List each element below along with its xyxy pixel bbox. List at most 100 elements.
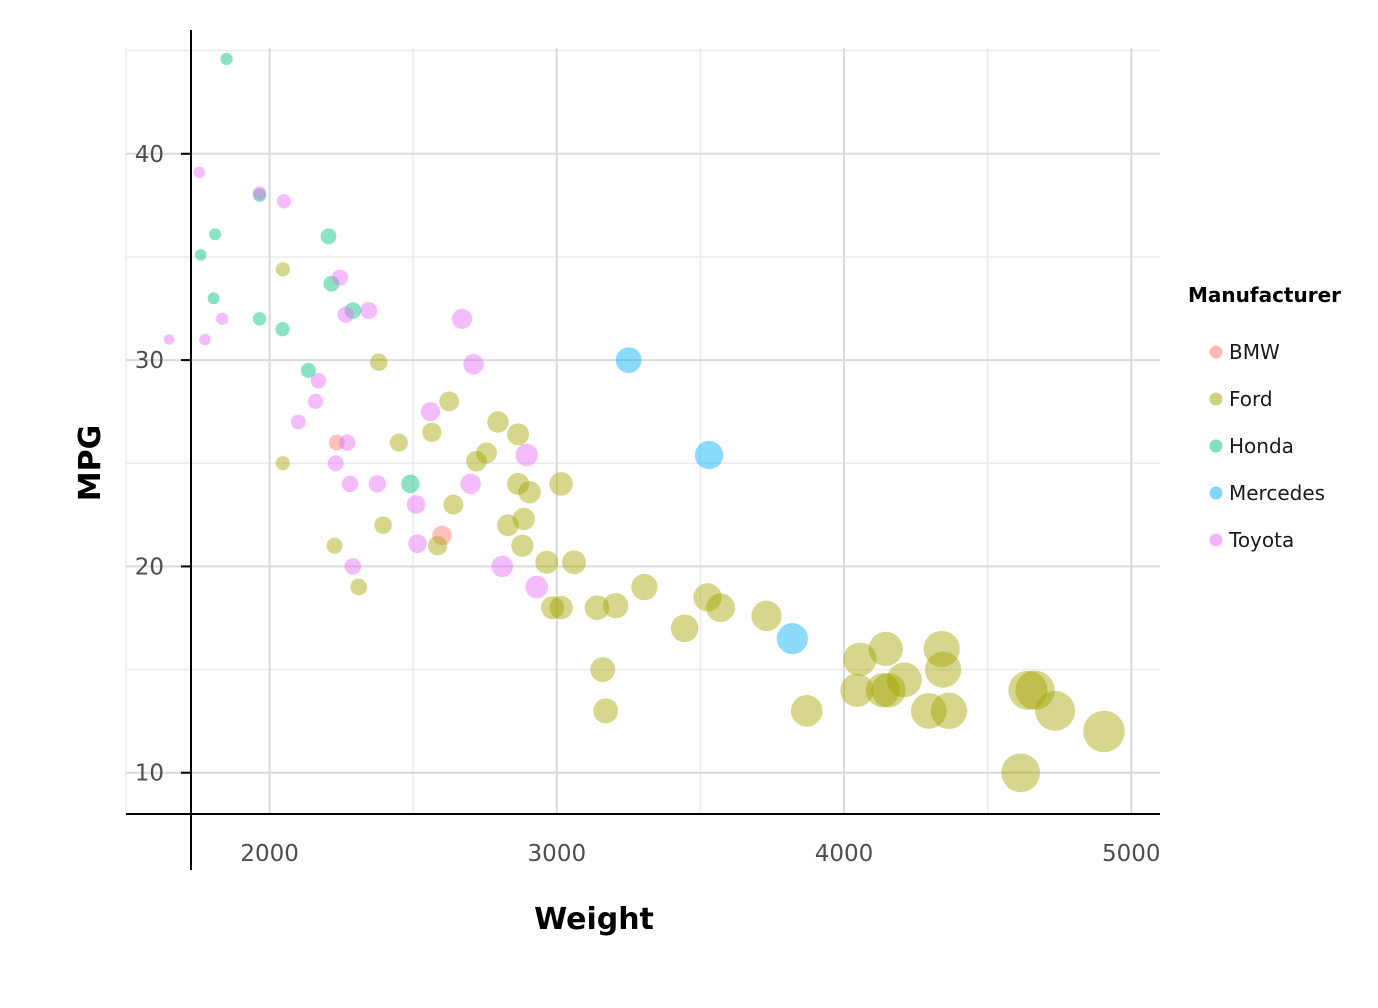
- data-point-ford: [439, 391, 460, 412]
- data-point-ford: [487, 411, 509, 433]
- data-point-ford: [1015, 670, 1055, 710]
- data-point-mercedes: [694, 440, 724, 470]
- data-point-toyota: [408, 534, 427, 554]
- data-point-toyota: [463, 353, 484, 375]
- data-point-mercedes: [615, 347, 642, 373]
- data-point-ford: [631, 573, 658, 601]
- data-point-ford: [790, 695, 823, 727]
- data-point-ford: [540, 596, 565, 620]
- data-point-ford: [518, 480, 541, 504]
- x-tick-label: 2000: [240, 841, 299, 867]
- data-point-ford: [326, 537, 343, 554]
- data-point-toyota: [344, 558, 362, 575]
- legend-swatch: [1209, 345, 1223, 359]
- series-toyota: [163, 166, 549, 599]
- data-point-honda: [220, 52, 233, 66]
- data-point-ford: [350, 578, 368, 596]
- data-point-ford: [590, 657, 616, 683]
- data-point-toyota: [252, 186, 267, 200]
- data-point-honda: [401, 474, 420, 494]
- legend-label: Mercedes: [1229, 481, 1325, 505]
- data-point-ford: [562, 550, 587, 575]
- x-tick-labels: 2000 3000 4000 5000: [240, 841, 1160, 867]
- data-point-toyota: [163, 334, 175, 345]
- data-point-ford: [475, 442, 497, 464]
- data-point-toyota: [341, 475, 359, 493]
- x-tick-label: 5000: [1102, 841, 1161, 867]
- data-point-honda: [252, 312, 267, 326]
- data-point-ford: [868, 631, 903, 667]
- data-point-ford: [1083, 710, 1125, 753]
- data-point-toyota: [307, 393, 324, 410]
- axes: [126, 30, 1160, 870]
- series-honda: [194, 52, 420, 494]
- data-point-honda: [194, 249, 207, 261]
- data-point-ford: [370, 353, 388, 371]
- legend-swatch: [1209, 439, 1223, 453]
- data-point-ford: [584, 595, 610, 621]
- data-point-ford: [507, 423, 530, 446]
- data-point-toyota: [368, 475, 387, 493]
- data-point-ford: [923, 630, 960, 668]
- data-point-ford: [275, 456, 290, 471]
- data-point-ford: [275, 262, 290, 277]
- legend: Manufacturer BMW Ford Honda Mercedes Toyota: [1188, 283, 1341, 552]
- data-point-ford: [427, 536, 448, 556]
- data-point-honda: [300, 362, 316, 378]
- data-point-toyota: [406, 495, 426, 514]
- legend-swatch: [1209, 533, 1223, 547]
- data-point-ford: [1035, 690, 1076, 731]
- data-points: [163, 52, 1125, 793]
- legend-item-toyota: Toyota: [1209, 528, 1294, 552]
- data-point-ford: [511, 534, 534, 557]
- legend-title: Manufacturer: [1188, 283, 1341, 307]
- data-point-ford: [507, 472, 530, 495]
- data-point-ford: [497, 514, 519, 537]
- data-point-bmw: [432, 525, 452, 546]
- data-point-ford: [443, 494, 464, 515]
- data-point-toyota: [491, 555, 514, 578]
- data-point-toyota: [420, 402, 441, 422]
- data-point-ford: [549, 472, 573, 496]
- data-point-ford: [930, 692, 968, 730]
- legend-item-bmw: BMW: [1209, 340, 1280, 364]
- data-point-ford: [1008, 670, 1048, 710]
- data-point-ford: [512, 507, 535, 531]
- data-point-ford: [389, 433, 408, 452]
- data-point-toyota: [310, 373, 327, 389]
- data-point-ford: [535, 550, 559, 574]
- series-bmw: [328, 434, 452, 546]
- x-tick-label: 3000: [528, 841, 587, 867]
- data-point-toyota: [331, 269, 349, 286]
- data-point-honda: [323, 275, 340, 292]
- data-point-ford: [670, 614, 699, 643]
- data-point-ford: [1001, 753, 1041, 793]
- legend-item-mercedes: Mercedes: [1209, 481, 1325, 505]
- data-point-toyota: [337, 306, 354, 323]
- data-point-toyota: [360, 302, 378, 320]
- series-ford: [275, 262, 1125, 793]
- data-point-honda: [209, 228, 222, 241]
- data-point-honda: [275, 322, 290, 337]
- data-point-ford: [466, 450, 487, 472]
- data-point-ford: [751, 600, 782, 632]
- legend-item-ford: Ford: [1209, 387, 1273, 411]
- legend-label: BMW: [1229, 340, 1280, 364]
- data-point-honda: [252, 188, 267, 202]
- data-point-toyota: [327, 455, 344, 472]
- data-point-toyota: [525, 575, 549, 599]
- data-point-honda: [320, 228, 337, 245]
- major-gridlines: [126, 48, 1160, 814]
- y-tick-label: 20: [135, 554, 164, 580]
- data-point-ford: [374, 516, 392, 534]
- y-axis-title: MPG: [73, 425, 108, 501]
- data-point-toyota: [276, 194, 292, 209]
- data-point-ford: [593, 698, 619, 724]
- legend-label: Toyota: [1228, 528, 1294, 552]
- legend-item-honda: Honda: [1209, 434, 1294, 458]
- y-tick-label: 30: [135, 348, 164, 374]
- data-point-toyota: [216, 312, 229, 325]
- legend-items: BMW Ford Honda Mercedes Toyota: [1209, 340, 1325, 552]
- data-point-ford: [422, 422, 442, 442]
